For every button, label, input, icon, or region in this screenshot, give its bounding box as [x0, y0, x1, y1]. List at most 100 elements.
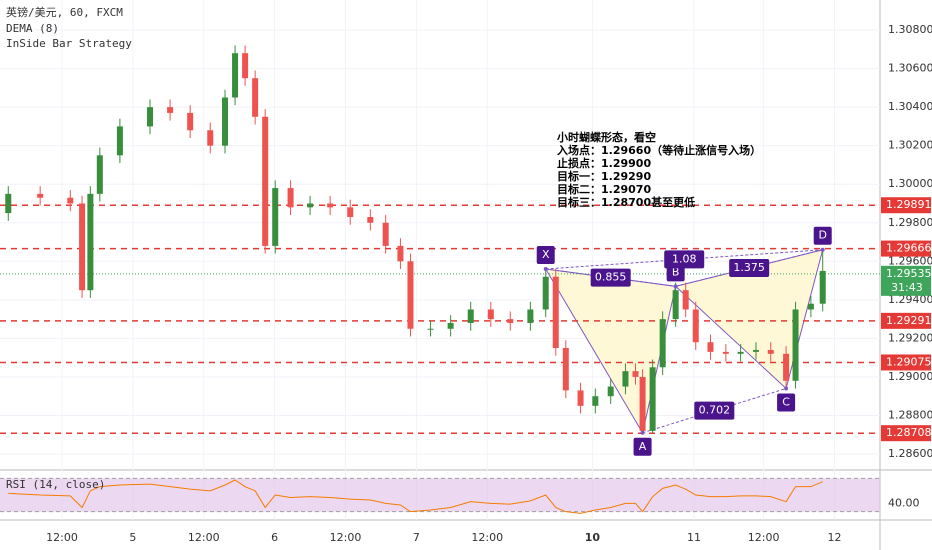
candle-body: [96, 155, 103, 194]
y-tick-label: 1.28800: [888, 408, 932, 421]
candle-body: [116, 126, 123, 156]
candle-body: [222, 97, 229, 146]
candle-body: [807, 303, 814, 310]
y-tick-label: 1.29800: [888, 216, 932, 229]
candle-body: [207, 130, 214, 146]
candle-body: [79, 203, 86, 291]
candle-body: [562, 348, 569, 391]
candle-body: [722, 351, 729, 354]
candle-body: [659, 319, 666, 368]
pattern-label: X: [542, 248, 550, 261]
pattern-point: [543, 267, 548, 272]
pane-title: RSI (14, close): [6, 478, 105, 491]
level-tag: [881, 197, 931, 214]
candle-body: [507, 319, 514, 323]
candle-body: [262, 116, 269, 246]
ratio-tag: [729, 259, 770, 278]
level-label: 1.28708: [886, 426, 932, 439]
candle-body: [467, 309, 474, 323]
ratio-label: 0.855: [595, 271, 627, 284]
candle-body: [447, 322, 454, 329]
pattern-point: [784, 386, 789, 391]
annotation: 止损点：1.29900: [557, 156, 651, 170]
annotation: 入场点：1.29660（等待止涨信号入场）: [557, 143, 761, 157]
countdown: 31:43: [891, 281, 923, 294]
y-tick-label: 1.30800: [888, 23, 932, 36]
y-tick-label: 1.28600: [888, 447, 932, 460]
ratio-tag: [664, 250, 705, 269]
candle-body: [147, 107, 154, 127]
candle-body: [252, 78, 259, 117]
rsi-line: [8, 479, 823, 514]
candle-body: [672, 290, 679, 320]
indicator-label: InSide Bar Strategy: [6, 37, 132, 50]
candle-body: [542, 276, 549, 310]
candle-body: [767, 349, 774, 354]
candle-body: [783, 353, 790, 381]
candle-body: [327, 203, 334, 208]
y-tick-label: 1.29400: [888, 293, 932, 306]
candle-body: [692, 309, 699, 343]
candle-body: [5, 193, 12, 214]
x-tick-label: 5: [129, 531, 136, 544]
candle-body: [272, 188, 279, 246]
candle-body: [37, 193, 44, 198]
candle-body: [682, 290, 689, 310]
candle-body: [382, 222, 389, 246]
pattern-label: A: [639, 440, 647, 453]
y-tick-label: 1.30600: [888, 62, 932, 75]
level-tag: [881, 312, 931, 329]
y-tick-label: 1.29200: [888, 331, 932, 344]
y-tick-label: 1.30000: [888, 177, 932, 190]
x-tick-label: 6: [271, 531, 278, 544]
x-tick-label: 12:00: [748, 531, 780, 544]
candle-body: [707, 342, 714, 352]
pattern-tag: [536, 246, 555, 265]
level-label: 1.29291: [886, 314, 932, 327]
candle-body: [367, 216, 374, 223]
candle-body: [307, 203, 314, 208]
candle-body: [427, 328, 434, 330]
ratio-line: [545, 249, 823, 270]
candle-body: [527, 309, 534, 323]
level-tag: [881, 240, 931, 257]
chart-title: 英镑/美元, 60, FXCM: [6, 5, 123, 19]
pattern-point: [673, 284, 678, 289]
candle-body: [187, 112, 194, 131]
pattern-tag: [777, 393, 796, 412]
candle-body: [242, 53, 249, 79]
pattern-point: [640, 430, 645, 435]
level-label: 1.29075: [886, 355, 932, 368]
rsi-band: [0, 478, 880, 512]
candle-body: [167, 107, 174, 113]
x-tick-label: 10: [585, 531, 601, 544]
last-price-tag: [881, 265, 931, 296]
ratio-label: 0.702: [699, 404, 731, 417]
x-tick-label: 11: [687, 531, 701, 544]
pattern-label: B: [672, 265, 680, 278]
annotation: 小时蝴蝶形态，看空: [556, 130, 656, 144]
indicator-label: DEMA (8): [6, 22, 59, 35]
candle-body: [347, 207, 354, 217]
y-tick-label: 1.29600: [888, 254, 932, 267]
candle-body: [752, 349, 759, 352]
pattern-tag: [633, 437, 652, 456]
candle-body: [232, 53, 239, 98]
level-tag: [881, 354, 931, 371]
candle-body: [649, 367, 656, 431]
candle-body: [737, 351, 744, 354]
level-label: 1.29891: [886, 198, 932, 211]
annotation: 目标三：1.28700甚至更低: [557, 195, 695, 209]
y-tick-label: 1.30400: [888, 100, 932, 113]
candle-body: [622, 371, 629, 387]
level-label: 1.29666: [886, 242, 932, 255]
candle-body: [592, 396, 599, 406]
ratio-label: 1.08: [672, 252, 697, 265]
pattern-tag: [813, 226, 832, 245]
candle-body: [67, 197, 74, 204]
y-tick-label: 1.30200: [888, 139, 932, 152]
pattern-label: D: [818, 229, 826, 242]
y-tick-label: 40.00: [888, 496, 920, 509]
annotation: 目标一：1.29290: [557, 169, 651, 183]
candle-body: [407, 261, 414, 329]
